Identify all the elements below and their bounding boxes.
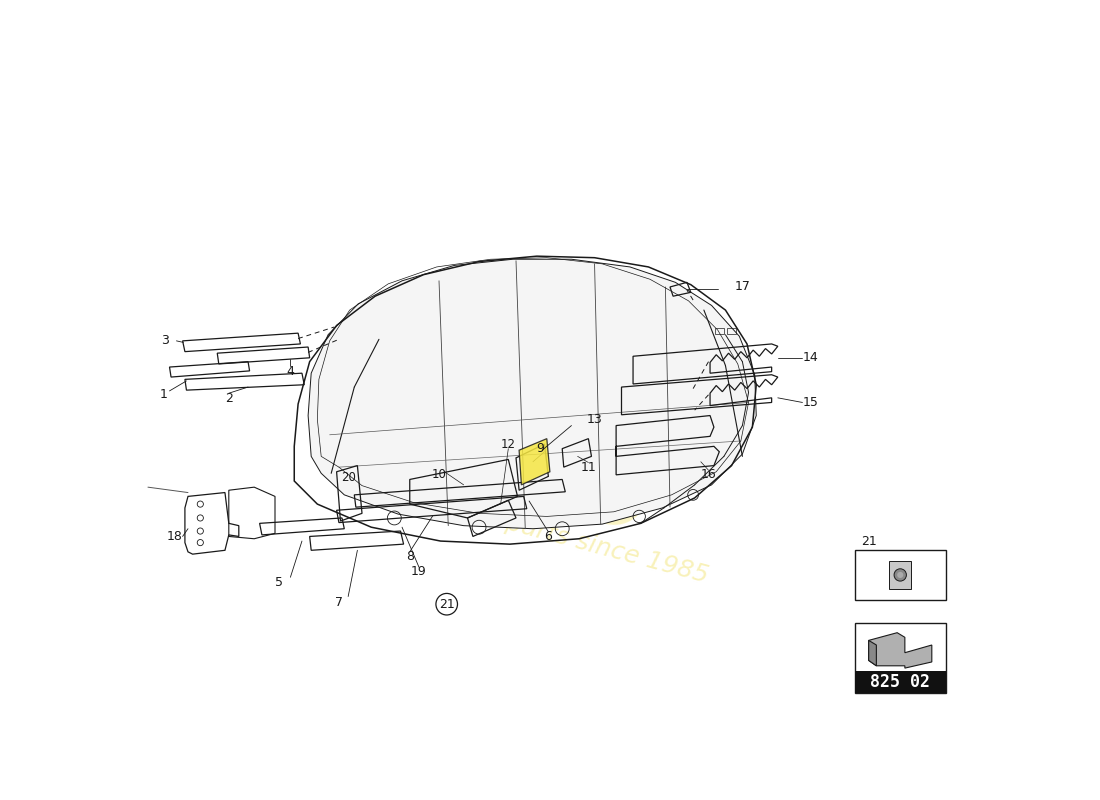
Text: a passion for parts since 1985: a passion for parts since 1985 [340,466,711,588]
Text: res: res [541,358,737,497]
Text: 4: 4 [286,365,295,378]
Text: 21: 21 [439,598,454,610]
Bar [855,671,946,693]
Text: 15: 15 [802,396,818,409]
Text: 13: 13 [586,413,603,426]
Text: 19: 19 [411,566,427,578]
Text: 12: 12 [500,438,516,450]
Text: 7: 7 [334,596,343,609]
Text: 11: 11 [581,461,596,474]
Text: 10: 10 [431,468,447,482]
Polygon shape [519,438,550,485]
Text: 18: 18 [167,530,183,543]
Text: 14: 14 [802,351,818,364]
Circle shape [894,569,906,581]
Text: 2: 2 [224,392,233,405]
Text: 6: 6 [544,530,552,543]
Text: 20: 20 [341,470,355,484]
Bar [715,328,724,334]
Bar [855,550,946,600]
Polygon shape [890,561,911,589]
Polygon shape [869,640,877,666]
Text: 21: 21 [861,534,877,547]
Polygon shape [308,259,757,529]
Text: 825 02: 825 02 [870,673,931,691]
Bar [727,328,736,334]
Text: 5: 5 [275,576,283,589]
Text: euro: euro [388,393,662,554]
Text: 1: 1 [160,388,167,402]
Text: 3: 3 [161,334,168,347]
Circle shape [898,572,903,578]
Text: 8: 8 [406,550,414,563]
Text: 17: 17 [735,281,750,294]
Polygon shape [869,633,932,668]
Text: 9: 9 [537,442,544,455]
Bar [855,623,946,693]
Text: 16: 16 [701,468,716,482]
